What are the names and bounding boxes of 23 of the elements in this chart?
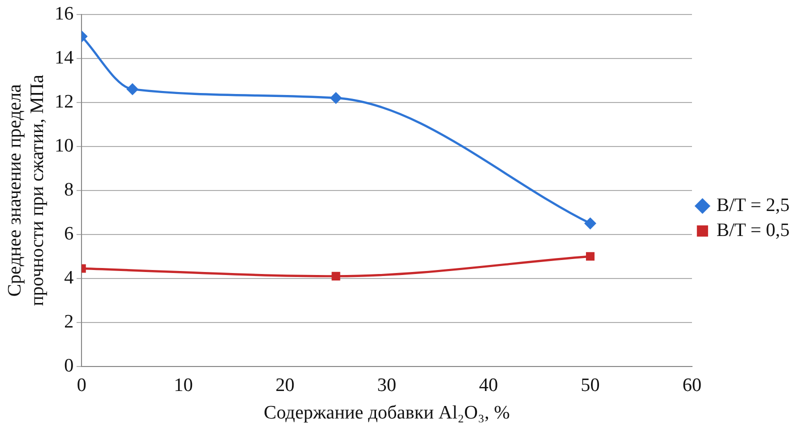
x-axis-title: Содержание добавки Al₂O₃, %	[264, 402, 510, 424]
y-tick-label: 8	[64, 179, 74, 200]
y-tick-label: 12	[54, 91, 74, 112]
x-tick-label: 60	[682, 374, 702, 396]
x-tick-label: 20	[276, 374, 295, 396]
point	[584, 218, 596, 229]
y-tick-label: 2	[64, 311, 74, 332]
y-tick-label: 4	[64, 267, 74, 288]
point	[586, 252, 595, 261]
x-tick-label: 30	[377, 374, 396, 396]
legend-label: B/T = 2,5	[716, 194, 790, 216]
point	[330, 92, 342, 104]
y-axis-title: Среднее значение предела прочности при сжатии, МПа	[4, 74, 48, 306]
y-tick-label: 0	[64, 355, 74, 376]
legend-label: B/T = 0,5	[716, 220, 790, 241]
x-tick-label: 50	[580, 374, 600, 396]
x-tick-label: 10	[174, 374, 193, 396]
y-tick-label: 10	[54, 135, 74, 156]
x-tick-label: 40	[479, 374, 498, 396]
y-tick-label: 16	[54, 3, 74, 24]
y-tick-label: 6	[64, 223, 74, 244]
y-tick-label: 14	[54, 47, 74, 68]
point	[332, 272, 340, 280]
